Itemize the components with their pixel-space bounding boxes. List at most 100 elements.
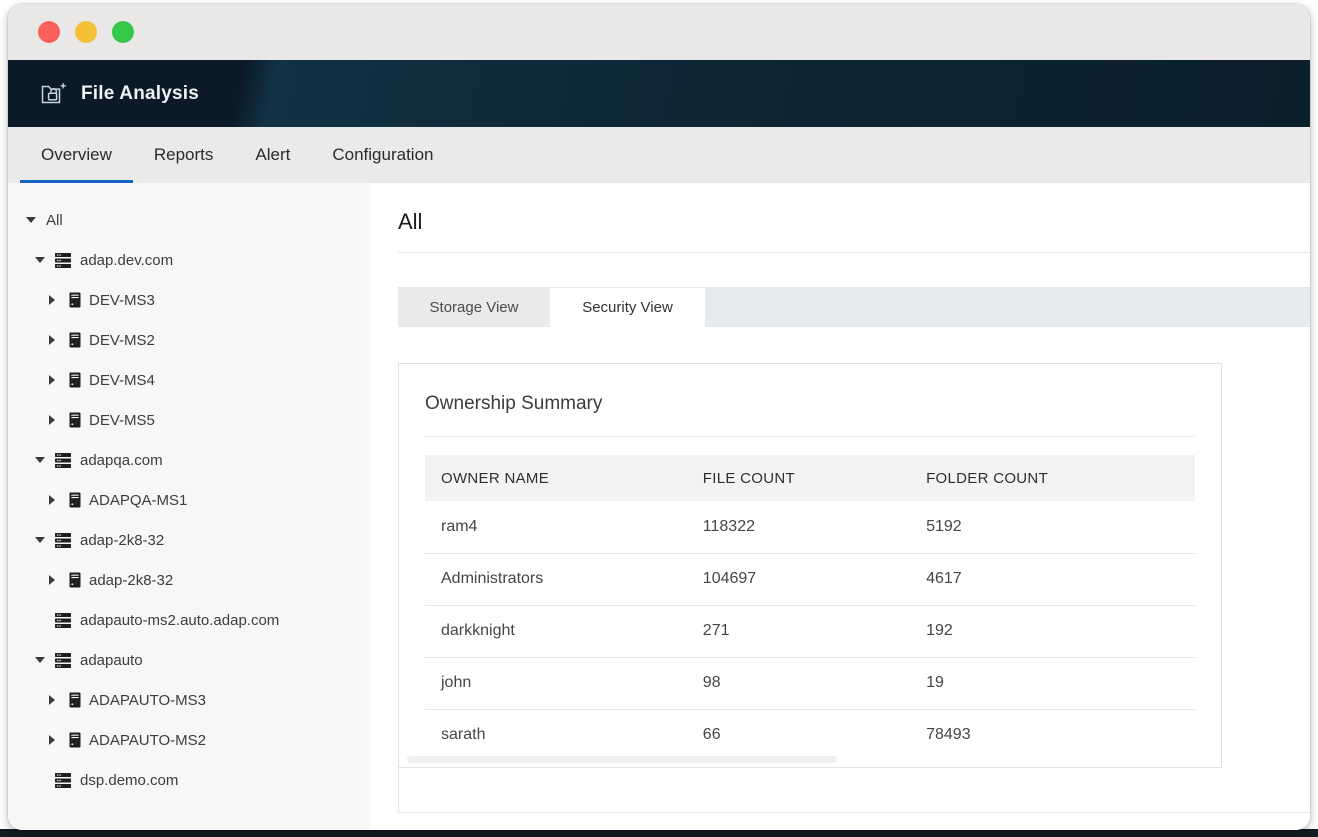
card-title: Ownership Summary (425, 393, 603, 414)
nav-tab-alert[interactable]: Alert (234, 127, 311, 183)
tree-item-label: adap.dev.com (80, 251, 174, 269)
server-icon (69, 492, 81, 508)
table-row[interactable]: john 98 19 (425, 656, 1195, 709)
tree-item-adapqa-ms1[interactable]: ADAPQA-MS1 (8, 480, 370, 520)
caret-shape (49, 695, 55, 705)
caret-right-icon[interactable] (49, 335, 63, 345)
tree-item-adapauto-ms3[interactable]: ADAPAUTO-MS3 (8, 680, 370, 720)
tree-item-dev-ms3[interactable]: DEV-MS3 (8, 280, 370, 320)
close-button[interactable] (38, 21, 60, 43)
active-tab-underline (20, 180, 133, 183)
maximize-button[interactable] (112, 21, 134, 43)
caret-right-icon[interactable] (49, 295, 63, 305)
tree-item-label: All (46, 211, 63, 229)
minimize-button[interactable] (75, 21, 97, 43)
tree-item-adap-2k8-32[interactable]: adap-2k8-32 (8, 560, 370, 600)
view-tab-label: Storage View (429, 299, 519, 316)
nav-tab-reports[interactable]: Reports (133, 127, 235, 183)
caret-down-icon[interactable] (35, 657, 49, 663)
view-tab-security-view[interactable]: Security View (550, 288, 705, 327)
caret-shape (49, 295, 55, 305)
caret-right-icon[interactable] (49, 415, 63, 425)
security-view-panel: Ownership Summary OWNER NAME FILE COUNT FO… (398, 363, 1310, 813)
column-header-folder-count: FOLDER COUNT (910, 455, 1195, 501)
title-divider (398, 252, 1310, 253)
table-header: OWNER NAME FILE COUNT FOLDER COUNT (425, 455, 1195, 501)
server-icon (69, 572, 81, 588)
tree-item-adap-2k8-32[interactable]: adap-2k8-32 (8, 520, 370, 560)
view-tabstrip: Storage View Security View (398, 287, 1310, 327)
cell-owner-name: ram4 (441, 517, 478, 535)
tree-item-dsp-demo-com[interactable]: dsp.demo.com (8, 760, 370, 800)
caret-down-icon[interactable] (35, 457, 49, 463)
nav-tab-overview[interactable]: Overview (20, 127, 133, 183)
horizontal-scrollbar[interactable] (407, 756, 837, 763)
nav-tab-label: Reports (153, 145, 214, 164)
window-titlebar (8, 4, 1310, 60)
tree-item-adapauto-ms2-auto-adap-com[interactable]: adapauto-ms2.auto.adap.com (8, 600, 370, 640)
server-icon (69, 372, 81, 388)
server-icon (69, 692, 81, 708)
view-tabstrip-filler (705, 288, 1310, 327)
caret-right-icon[interactable] (49, 575, 63, 585)
tree-item-adapqa-com[interactable]: adapqa.com (8, 440, 370, 480)
window-controls (38, 21, 134, 43)
tree-item-adapauto-ms2[interactable]: ADAPAUTO-MS2 (8, 720, 370, 760)
card-divider (425, 436, 1195, 437)
view-tab-storage-view[interactable]: Storage View (398, 288, 550, 327)
tree-item-label: DEV-MS5 (89, 411, 155, 429)
caret-down-icon[interactable] (35, 257, 49, 263)
cell-owner-name: Administrators (425, 552, 687, 605)
caret-right-icon[interactable] (49, 695, 63, 705)
ownership-summary-table: OWNER NAME FILE COUNT FOLDER COUNT ram4 118… (425, 455, 1195, 761)
app-title: File Analysis (81, 82, 200, 104)
tree-item-dev-ms5[interactable]: DEV-MS5 (8, 400, 370, 440)
tree-item-dev-ms2[interactable]: DEV-MS2 (8, 320, 370, 360)
server-icon (69, 732, 81, 748)
tree-item-adapauto[interactable]: adapauto (8, 640, 370, 680)
tree-item-label: adap-2k8-32 (80, 531, 165, 549)
caret-shape (35, 657, 45, 663)
caret-right-icon[interactable] (49, 495, 63, 505)
cell-folder-count: 4617 (910, 552, 1195, 605)
app-header: File Analysis (8, 60, 1310, 127)
table-row[interactable]: Administrators 104697 4617 (425, 552, 1195, 605)
caret-shape (49, 335, 55, 345)
tree-item-all[interactable]: All (8, 200, 370, 240)
folder-lock-plus-icon (40, 81, 67, 106)
domain-icon (55, 612, 72, 628)
caret-shape (35, 537, 45, 543)
table-row[interactable]: ram4 118322 5192 (425, 501, 1195, 553)
tree-item-adap-dev-com[interactable]: adap.dev.com (8, 240, 370, 280)
caret-down-icon[interactable] (35, 537, 49, 543)
caret-down-icon[interactable] (26, 217, 40, 223)
ownership-summary-card: Ownership Summary OWNER NAME FILE COUNT FO… (398, 363, 1222, 768)
cell-folder-count: 192 (910, 604, 1195, 657)
tree-item-label: adapauto-ms2.auto.adap.com (80, 611, 280, 629)
caret-right-icon[interactable] (49, 375, 63, 385)
cell-folder-count: 19 (910, 656, 1195, 709)
cell-owner-name: john (425, 656, 687, 709)
tree-item-label: ADAPQA-MS1 (89, 491, 188, 509)
tree-item-label: DEV-MS2 (89, 331, 155, 349)
table-row[interactable]: sarath 66 78493 (425, 708, 1195, 761)
tree-item-dev-ms4[interactable]: DEV-MS4 (8, 360, 370, 400)
domain-icon (55, 532, 72, 548)
sidebar-tree: All adap.dev.com DEV-MS3 DEV-MS2 DEV-MS4 DEV-… (8, 183, 370, 830)
column-header-file-count: FILE COUNT (686, 455, 911, 501)
page-title: All (398, 209, 423, 234)
server-icon (69, 292, 81, 308)
cell-file-count: 98 (686, 656, 911, 709)
table-row[interactable]: darkknight 271 192 (425, 604, 1195, 657)
nav-tab-label: Overview (41, 145, 112, 164)
tree-item-label: ADAPAUTO-MS2 (89, 731, 206, 749)
caret-right-icon[interactable] (49, 735, 63, 745)
nav-tab-configuration[interactable]: Configuration (311, 127, 454, 183)
cell-file-count: 66 (686, 708, 911, 761)
primary-nav: Overview Reports Alert Configuration (8, 127, 1310, 183)
caret-shape (26, 217, 36, 223)
tree-item-label: adapauto (80, 651, 143, 669)
caret-shape (49, 495, 55, 505)
tree-item-label: adap-2k8-32 (89, 571, 174, 589)
cell-owner-name: darkknight (425, 604, 687, 657)
